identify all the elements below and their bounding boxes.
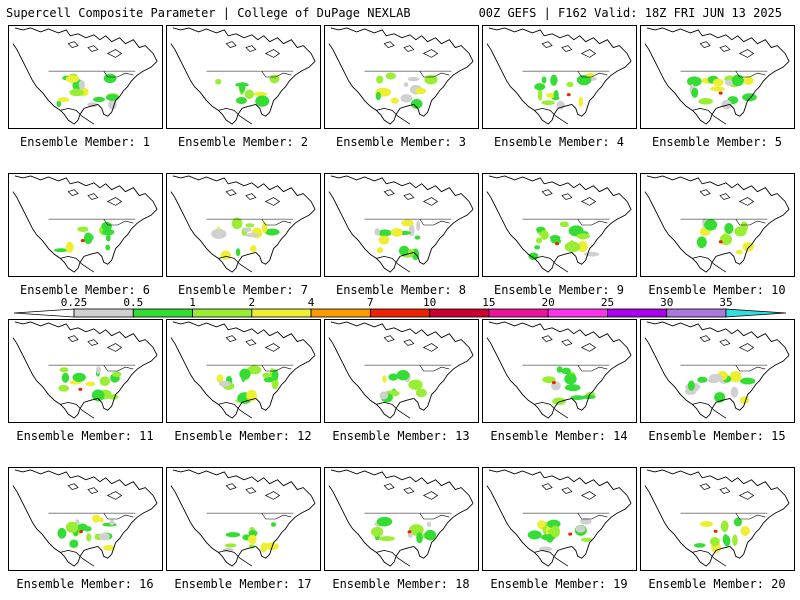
colorbar-tick-label: 15 [482,296,496,309]
ensemble-member-caption: Ensemble Member: 18 [332,577,470,591]
ensemble-member-map [482,25,637,129]
ensemble-member-caption: Ensemble Member: 14 [490,429,628,443]
ensemble-member-map [8,173,163,277]
ensemble-member-caption: Ensemble Member: 3 [335,135,467,149]
ensemble-member-map [324,173,479,277]
colorbar-tick-label: 1 [189,296,196,309]
ensemble-member-caption: Ensemble Member: 15 [648,429,786,443]
colorbar-tick-label: 0.25 [60,296,88,309]
ensemble-member-caption: Ensemble Member: 16 [16,577,154,591]
ensemble-member-map [640,173,795,277]
ensemble-member-map [324,467,479,571]
colorbar-segment [488,308,549,318]
colorbar-segment [132,308,193,318]
ensemble-member-caption: Ensemble Member: 10 [648,283,786,297]
colorbar-tick-label: 7 [367,296,374,309]
colorbar-tick-label: 25 [600,296,615,309]
ensemble-member-map [8,467,163,571]
ensemble-member-caption: Ensemble Member: 9 [493,283,625,297]
colorbar-segment [666,308,727,318]
ensemble-member-caption: Ensemble Member: 19 [490,577,628,591]
colorbar-segment [251,308,312,318]
colorbar-tick-label: 0.5 [123,296,144,309]
ensemble-member-caption: Ensemble Member: 7 [177,283,309,297]
ensemble-member-map [8,25,163,129]
color-scale-bar [13,308,787,318]
colorbar-segment [429,308,490,318]
ensemble-member-map [324,25,479,129]
ensemble-member-caption: Ensemble Member: 20 [648,577,786,591]
ensemble-member-map [482,173,637,277]
ensemble-member-map [166,25,321,129]
colorbar-tick-label: 10 [423,296,437,309]
colorbar-segment [73,308,134,318]
colorbar-tick-label: 20 [541,296,555,309]
figure-title: Supercell Composite Parameter | College … [6,6,411,20]
colorbar-min-arrow [13,308,75,318]
ensemble-member-map [8,319,163,423]
colorbar-max-arrow [725,308,787,318]
ensemble-member-map [166,467,321,571]
ensemble-member-map [640,25,795,129]
ensemble-member-map [166,173,321,277]
colorbar-segment [310,308,371,318]
colorbar-segment [192,308,253,318]
ensemble-member-caption: Ensemble Member: 17 [174,577,312,591]
ensemble-member-caption: Ensemble Member: 12 [174,429,312,443]
ensemble-member-caption: Ensemble Member: 4 [493,135,625,149]
colorbar-tick-label: 35 [719,296,733,309]
model-run-info: 00Z GEFS | F162 Valid: 18Z FRI JUN 13 20… [478,6,782,20]
ensemble-member-caption: Ensemble Member: 1 [19,135,151,149]
colorbar-segment [547,308,608,318]
colorbar-segment [369,308,431,318]
ensemble-member-map [640,319,795,423]
colorbar-tick-label: 2 [248,296,256,309]
ensemble-member-caption: Ensemble Member: 5 [651,135,783,149]
ensemble-member-map [640,467,795,571]
colorbar-tick-label: 30 [660,296,674,309]
ensemble-member-map [324,319,479,423]
ensemble-member-caption: Ensemble Member: 6 [19,283,151,297]
ensemble-member-caption: Ensemble Member: 11 [16,429,154,443]
ensemble-member-map [482,467,637,571]
ensemble-member-caption: Ensemble Member: 2 [177,135,309,149]
ensemble-member-map [166,319,321,423]
ensemble-member-caption: Ensemble Member: 8 [335,283,467,297]
colorbar-tick-label: 4 [307,296,315,309]
ensemble-member-map [482,319,637,423]
ensemble-member-caption: Ensemble Member: 13 [332,429,470,443]
colorbar-segment [607,308,668,318]
